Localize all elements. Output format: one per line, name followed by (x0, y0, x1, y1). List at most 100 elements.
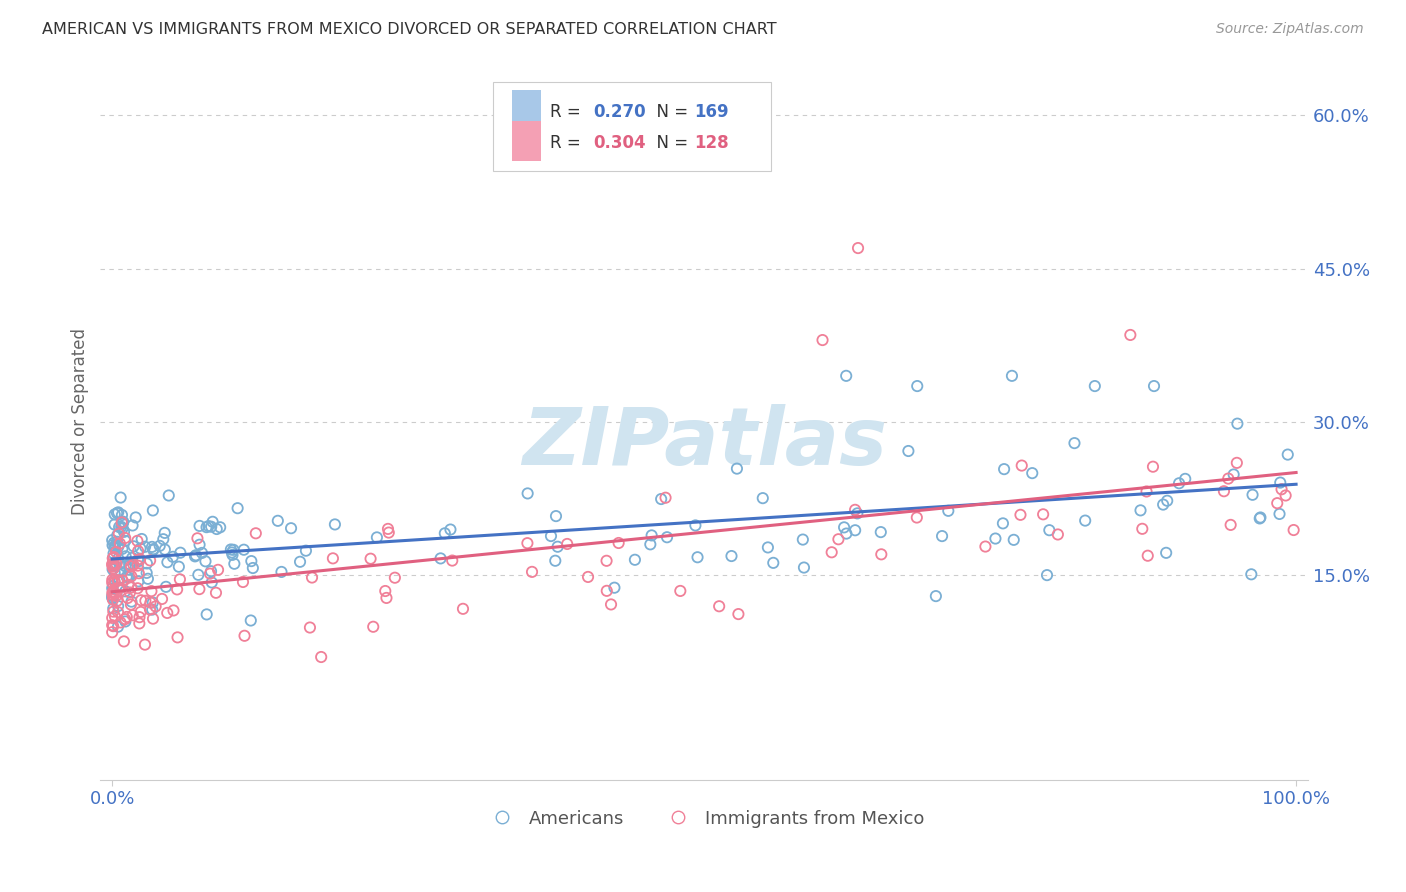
Point (121, 608, 143, 623)
Point (221, 548, 243, 562)
Point (1129, 503, 1152, 517)
Point (118, 558, 141, 572)
Point (195, 607, 218, 622)
Legend: Americans, Immigrants from Mexico: Americans, Immigrants from Mexico (477, 803, 932, 835)
Point (1136, 549, 1159, 563)
Point (219, 542, 242, 557)
Point (267, 514, 290, 528)
Point (1168, 476, 1191, 491)
Point (127, 582, 149, 596)
Point (101, 579, 124, 593)
Point (451, 602, 474, 616)
Point (520, 565, 543, 579)
Point (384, 571, 406, 585)
Point (869, 525, 891, 540)
Point (103, 561, 125, 575)
Point (224, 557, 246, 571)
Point (139, 596, 162, 610)
Point (105, 528, 128, 542)
Point (1046, 527, 1069, 541)
Text: 169: 169 (695, 103, 730, 121)
Point (222, 542, 245, 557)
Point (897, 444, 920, 458)
Point (129, 593, 152, 607)
Point (118, 563, 141, 577)
Point (101, 611, 124, 625)
Point (103, 585, 125, 599)
Point (101, 591, 124, 605)
Point (441, 553, 464, 567)
Point (544, 509, 567, 524)
Point (169, 546, 191, 560)
Point (1021, 466, 1043, 480)
Point (187, 567, 209, 582)
Point (114, 559, 136, 574)
Point (821, 545, 844, 559)
Point (433, 526, 456, 541)
Point (117, 578, 139, 592)
Point (153, 525, 176, 540)
Point (150, 591, 173, 606)
Point (142, 503, 165, 517)
Point (655, 530, 678, 544)
Point (720, 549, 742, 563)
Point (101, 538, 124, 552)
Point (1036, 568, 1059, 582)
Point (114, 615, 136, 629)
Point (111, 508, 134, 522)
Point (107, 574, 129, 588)
Point (101, 557, 124, 571)
Point (134, 594, 156, 608)
Text: AMERICAN VS IMMIGRANTS FROM MEXICO DIVORCED OR SEPARATED CORRELATION CHART: AMERICAN VS IMMIGRANTS FROM MEXICO DIVOR… (42, 22, 776, 37)
Point (547, 540, 569, 554)
Point (103, 546, 125, 560)
Point (658, 154, 681, 169)
Point (101, 533, 124, 548)
FancyBboxPatch shape (512, 90, 541, 130)
Point (1174, 472, 1197, 486)
Text: N =: N = (647, 134, 693, 152)
Point (114, 584, 136, 599)
Point (120, 559, 142, 574)
Point (361, 620, 384, 634)
Point (141, 584, 163, 599)
Point (111, 521, 134, 535)
Point (128, 610, 150, 624)
Point (134, 638, 156, 652)
Point (686, 550, 709, 565)
Point (114, 533, 136, 548)
Point (607, 536, 630, 550)
Point (991, 516, 1014, 531)
Point (1142, 459, 1164, 474)
Point (129, 541, 152, 556)
Point (1154, 546, 1177, 560)
Text: ZIPatlas: ZIPatlas (522, 404, 887, 483)
Point (1226, 417, 1249, 431)
Text: 0.304: 0.304 (593, 134, 645, 152)
Point (835, 368, 858, 383)
Point (974, 540, 997, 554)
Point (101, 585, 124, 599)
Point (104, 541, 127, 555)
Point (323, 517, 346, 532)
Point (232, 542, 254, 557)
Point (108, 536, 131, 550)
Point (103, 601, 125, 615)
Point (129, 605, 152, 619)
Point (118, 557, 141, 571)
Point (104, 508, 127, 522)
Point (1219, 517, 1241, 532)
Point (195, 520, 218, 534)
Point (107, 599, 129, 613)
Point (108, 581, 131, 595)
Point (188, 519, 211, 533)
Point (827, 533, 849, 547)
Point (707, 599, 730, 614)
Point (685, 518, 707, 533)
Point (104, 559, 127, 574)
Point (107, 582, 129, 596)
Point (194, 554, 217, 568)
Point (105, 545, 128, 559)
Point (122, 558, 145, 572)
Point (221, 545, 243, 559)
